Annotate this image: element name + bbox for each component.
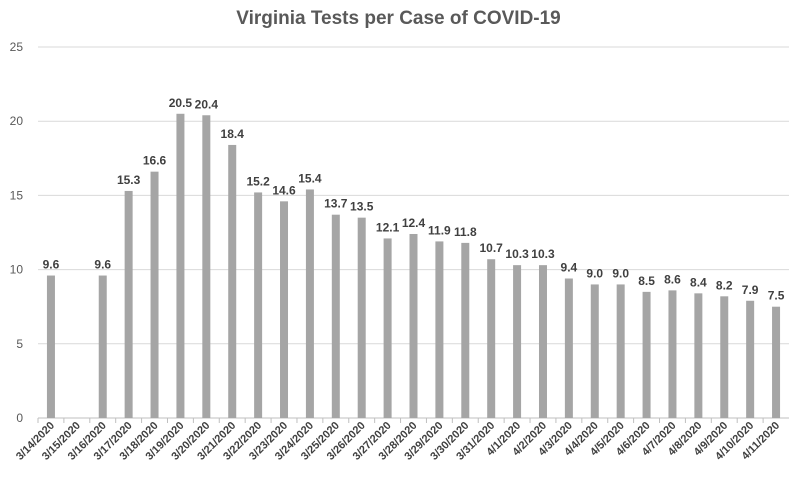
bar [357,217,366,418]
data-label: 9.6 [43,258,60,272]
bar [435,241,444,418]
bar [564,278,573,418]
bar [305,189,314,418]
data-label: 9.4 [561,261,578,275]
bar [124,190,133,418]
data-label: 10.3 [505,247,529,261]
data-label: 8.5 [638,274,655,288]
y-tick-label: 15 [10,188,24,202]
bar [176,113,185,418]
y-tick-label: 5 [16,337,23,351]
data-label: 12.1 [376,220,400,234]
bar [538,265,547,418]
data-label: 15.2 [246,174,270,188]
bar [487,259,496,418]
bar [46,275,55,418]
data-label: 9.0 [612,266,629,280]
bar [202,115,211,418]
bar [616,284,625,418]
data-label: 18.4 [221,127,245,141]
y-tick-label: 25 [10,40,24,54]
bar [746,300,755,418]
y-tick-label: 10 [10,263,24,277]
data-label: 11.9 [428,223,451,237]
data-label: 7.5 [768,289,785,303]
bar [228,144,237,418]
chart-title: Virginia Tests per Case of COVID-19 [236,8,561,29]
bar [513,265,522,418]
data-label: 15.4 [298,171,322,185]
data-label: 8.6 [664,272,681,286]
data-label: 15.3 [117,173,141,187]
data-label: 10.7 [480,241,504,255]
data-label: 10.3 [531,247,555,261]
bar [461,242,470,418]
bar [642,291,651,418]
data-label: 13.7 [324,197,348,211]
data-label: 14.6 [272,183,296,197]
data-label: 9.0 [586,266,603,280]
bar [590,284,599,418]
bar [331,214,340,418]
y-tick-label: 0 [16,411,23,425]
bar [409,233,418,418]
bar [383,238,392,418]
bar [772,306,781,418]
bar [280,201,289,418]
data-label: 12.4 [402,216,426,230]
y-tick-label: 20 [10,114,24,128]
bar [98,275,107,418]
bar [694,293,703,418]
data-label: 7.9 [742,283,759,297]
data-label: 20.5 [169,96,193,110]
data-label: 8.4 [690,275,707,289]
bar [254,192,263,418]
bar [150,171,159,418]
data-label: 9.6 [94,258,111,272]
data-label: 8.2 [716,278,733,292]
data-label: 11.8 [454,225,477,239]
data-label: 16.6 [143,154,167,168]
data-label: 13.5 [350,200,374,214]
data-label: 20.4 [195,97,219,111]
bar [668,290,677,418]
bar [720,296,729,418]
